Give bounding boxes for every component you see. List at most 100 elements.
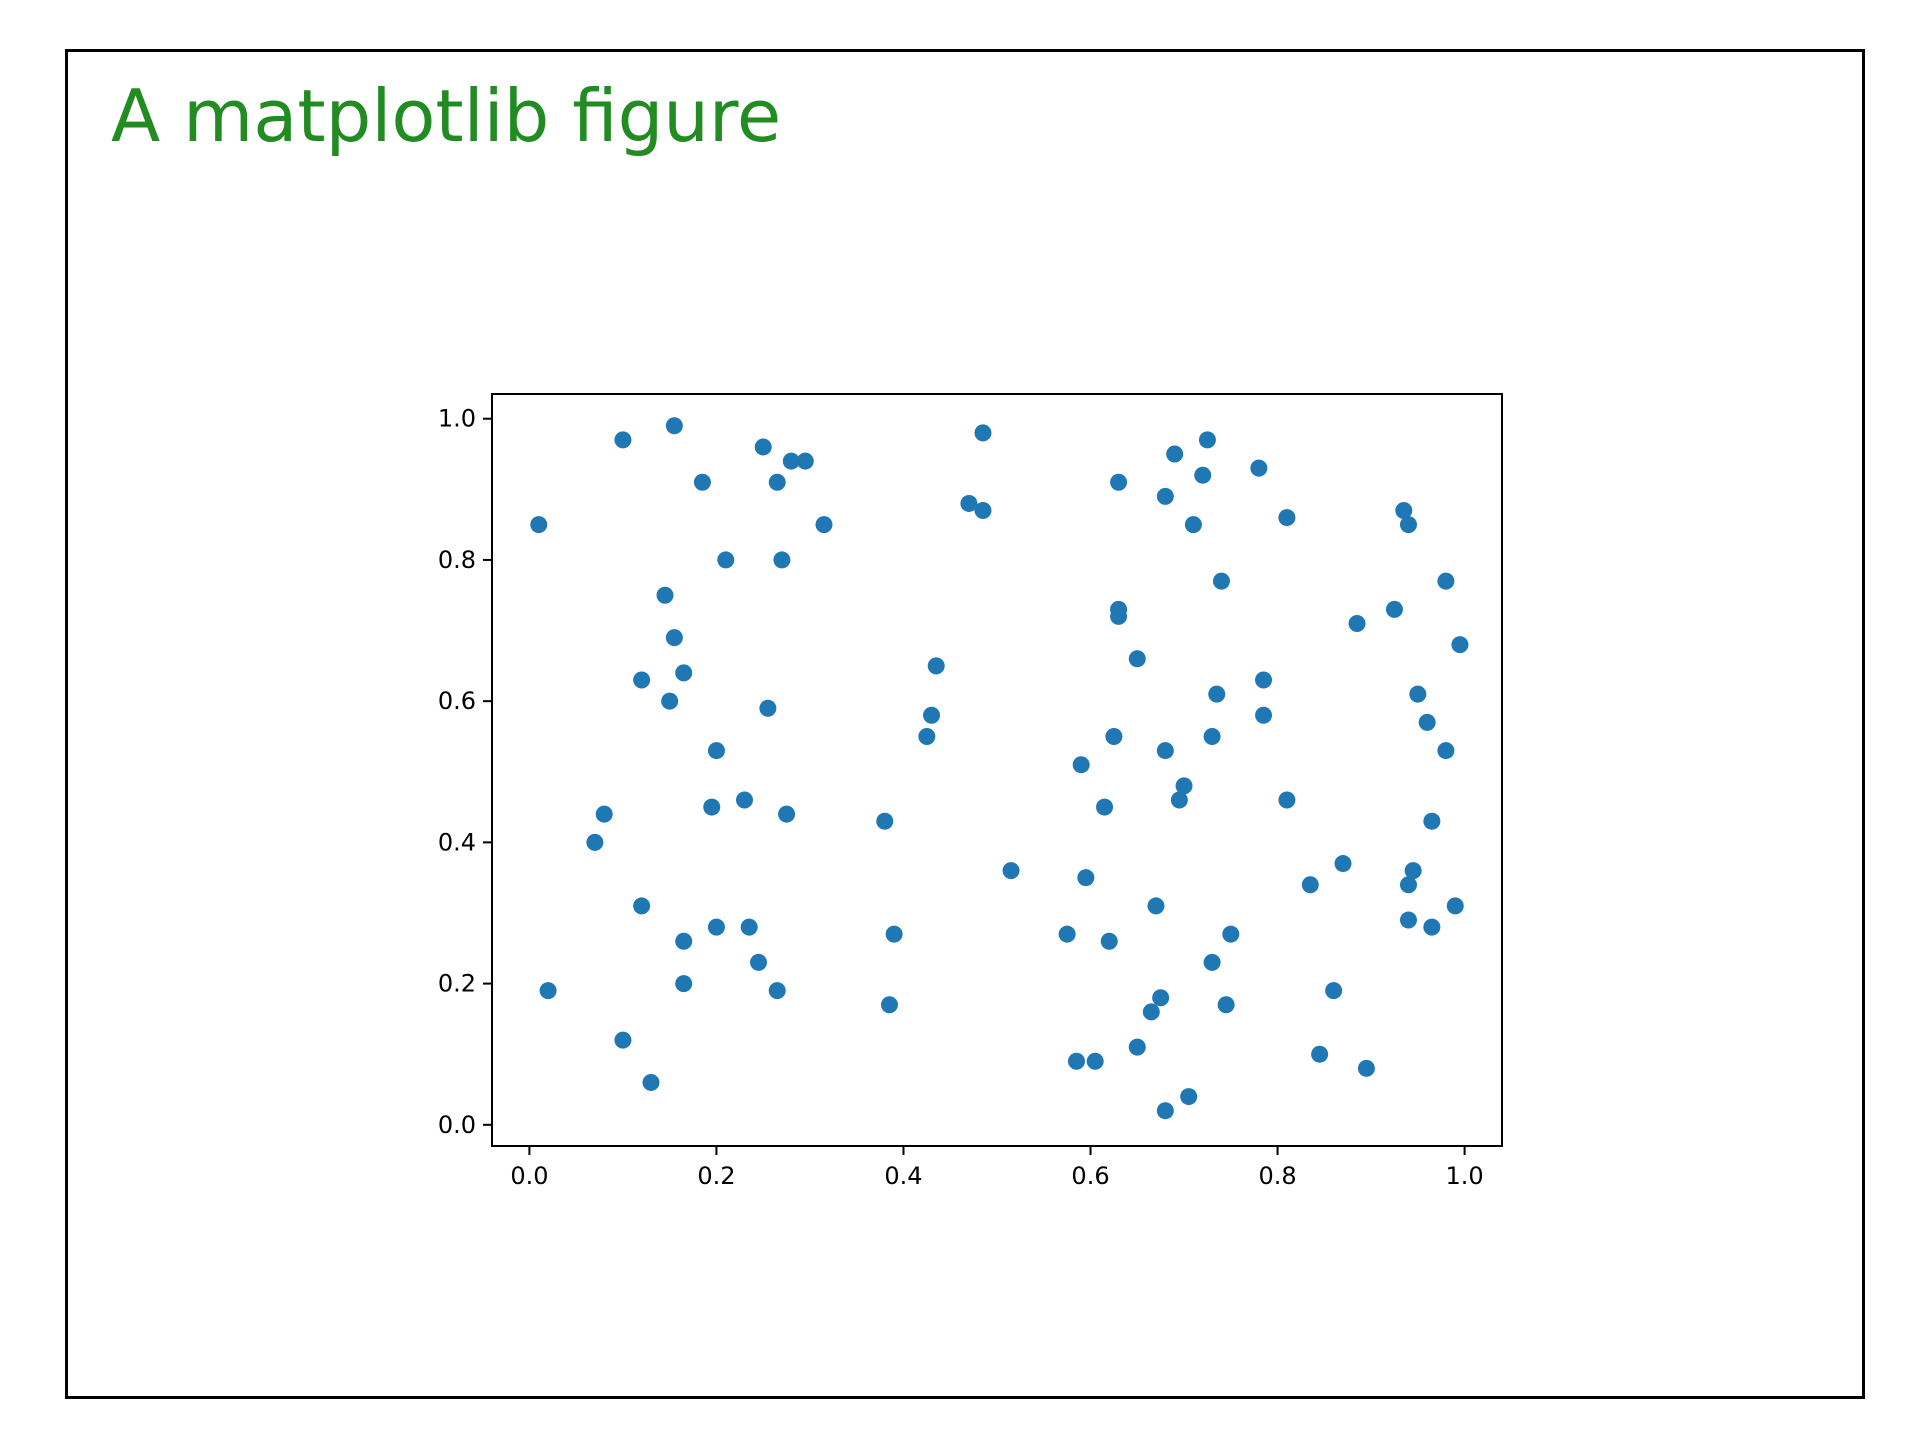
- scatter-point: [1418, 713, 1436, 731]
- scatter-point: [1446, 897, 1464, 915]
- scatter-point: [1385, 600, 1403, 618]
- scatter-point: [1395, 502, 1413, 520]
- scatter-point: [707, 742, 725, 760]
- scatter-point: [923, 706, 941, 724]
- scatter-point: [1194, 466, 1212, 484]
- scatter-point: [595, 805, 613, 823]
- slide: A matplotlib figure 0.0 0.2 0.4 0.6 0.8 1.0 0…: [65, 49, 1865, 1399]
- scatter-point: [1156, 1102, 1174, 1120]
- scatter-point: [1451, 636, 1469, 654]
- y-axis-ticks: 0.0 0.2 0.4 0.6 0.8 1.0: [438, 405, 492, 1139]
- scatter-point: [1100, 932, 1118, 950]
- scatter-point: [1250, 459, 1268, 477]
- scatter-point: [1110, 607, 1128, 625]
- scatter-point: [1311, 1045, 1329, 1063]
- scatter-point: [1072, 756, 1090, 774]
- scatter-point: [1198, 431, 1216, 449]
- scatter-point: [740, 918, 758, 936]
- scatter-point: [1404, 862, 1422, 880]
- y-tick-label: 1.0: [438, 405, 476, 433]
- scatter-point: [1208, 685, 1226, 703]
- y-tick-label: 0.6: [438, 687, 476, 715]
- x-tick-label: 0.0: [510, 1162, 548, 1190]
- scatter-point: [1423, 812, 1441, 830]
- scatter-point: [974, 502, 992, 520]
- scatter-point: [1278, 509, 1296, 527]
- scatter-point: [1203, 727, 1221, 745]
- scatter-point: [1077, 869, 1095, 887]
- scatter-point: [1399, 911, 1417, 929]
- scatter-point: [1142, 1003, 1160, 1021]
- scatter-point: [796, 452, 814, 470]
- scatter-point: [1175, 777, 1193, 795]
- x-tick-label: 0.6: [1071, 1162, 1109, 1190]
- scatter-point: [1278, 791, 1296, 809]
- scatter-point: [1301, 876, 1319, 894]
- scatter-point: [1217, 996, 1235, 1014]
- scatter-point: [782, 452, 800, 470]
- scatter-point: [1128, 650, 1146, 668]
- scatter-chart: 0.0 0.2 0.4 0.6 0.8 1.0 0.0 0.2 0.4 0.6 0.8 1.0: [438, 393, 1503, 1190]
- scatter-point: [1058, 925, 1076, 943]
- scatter-point: [1399, 516, 1417, 534]
- scatter-point: [876, 812, 894, 830]
- scatter-point: [1147, 897, 1165, 915]
- scatter-point: [614, 1031, 632, 1049]
- scatter-point: [1105, 727, 1123, 745]
- scatter-point: [586, 833, 604, 851]
- scatter-point: [717, 551, 735, 569]
- y-tick-label: 0.4: [438, 828, 476, 856]
- scatter-point: [736, 791, 753, 809]
- scatter-point: [1334, 855, 1352, 873]
- scatter-point: [633, 897, 651, 915]
- scatter-point: [1212, 572, 1230, 590]
- scatter-point: [665, 629, 683, 647]
- scatter-point: [1096, 798, 1114, 816]
- scatter-point: [693, 473, 711, 491]
- scatter-point: [768, 982, 786, 1000]
- scatter-points: [530, 417, 1469, 1120]
- y-tick-label: 0.2: [438, 970, 476, 998]
- scatter-point: [1184, 516, 1202, 534]
- scatter-point: [1437, 742, 1455, 760]
- scatter-point: [1255, 671, 1273, 689]
- scatter-point: [675, 975, 693, 993]
- axes-frame: [491, 393, 1503, 1147]
- scatter-point: [656, 586, 674, 604]
- scatter-point: [1002, 862, 1020, 880]
- scatter-point: [885, 925, 903, 943]
- scatter-point: [530, 516, 548, 534]
- scatter-point: [1423, 918, 1441, 936]
- scatter-point: [1222, 925, 1240, 943]
- scatter-point: [675, 932, 693, 950]
- scatter-point: [1152, 989, 1170, 1007]
- scatter-point: [754, 438, 772, 456]
- scatter-point: [773, 551, 791, 569]
- x-tick-label: 0.4: [884, 1162, 922, 1190]
- scatter-point: [614, 431, 632, 449]
- scatter-point: [974, 424, 992, 442]
- scatter-point: [1156, 742, 1174, 760]
- scatter-point: [768, 473, 786, 491]
- scatter-point: [759, 699, 777, 717]
- scatter-point: [1067, 1052, 1085, 1070]
- scatter-point: [1086, 1052, 1104, 1070]
- scatter-point: [1348, 614, 1366, 632]
- scatter-point: [1325, 982, 1343, 1000]
- x-axis-ticks: 0.0 0.2 0.4 0.6 0.8 1.0: [510, 1146, 1484, 1190]
- scatter-point: [661, 692, 679, 710]
- scatter-point: [918, 727, 936, 745]
- scatter-point: [778, 805, 796, 823]
- x-tick-label: 0.8: [1258, 1162, 1296, 1190]
- scatter-point: [1203, 953, 1221, 971]
- scatter-point: [675, 664, 693, 682]
- scatter-point: [1357, 1059, 1375, 1077]
- scatter-point: [927, 657, 945, 675]
- scatter-point: [1255, 706, 1273, 724]
- scatter-point: [750, 953, 768, 971]
- scatter-point: [1180, 1088, 1198, 1106]
- x-tick-label: 0.2: [697, 1162, 735, 1190]
- scatter-point: [1166, 445, 1184, 463]
- scatter-point: [960, 494, 978, 512]
- scatter-point: [703, 798, 721, 816]
